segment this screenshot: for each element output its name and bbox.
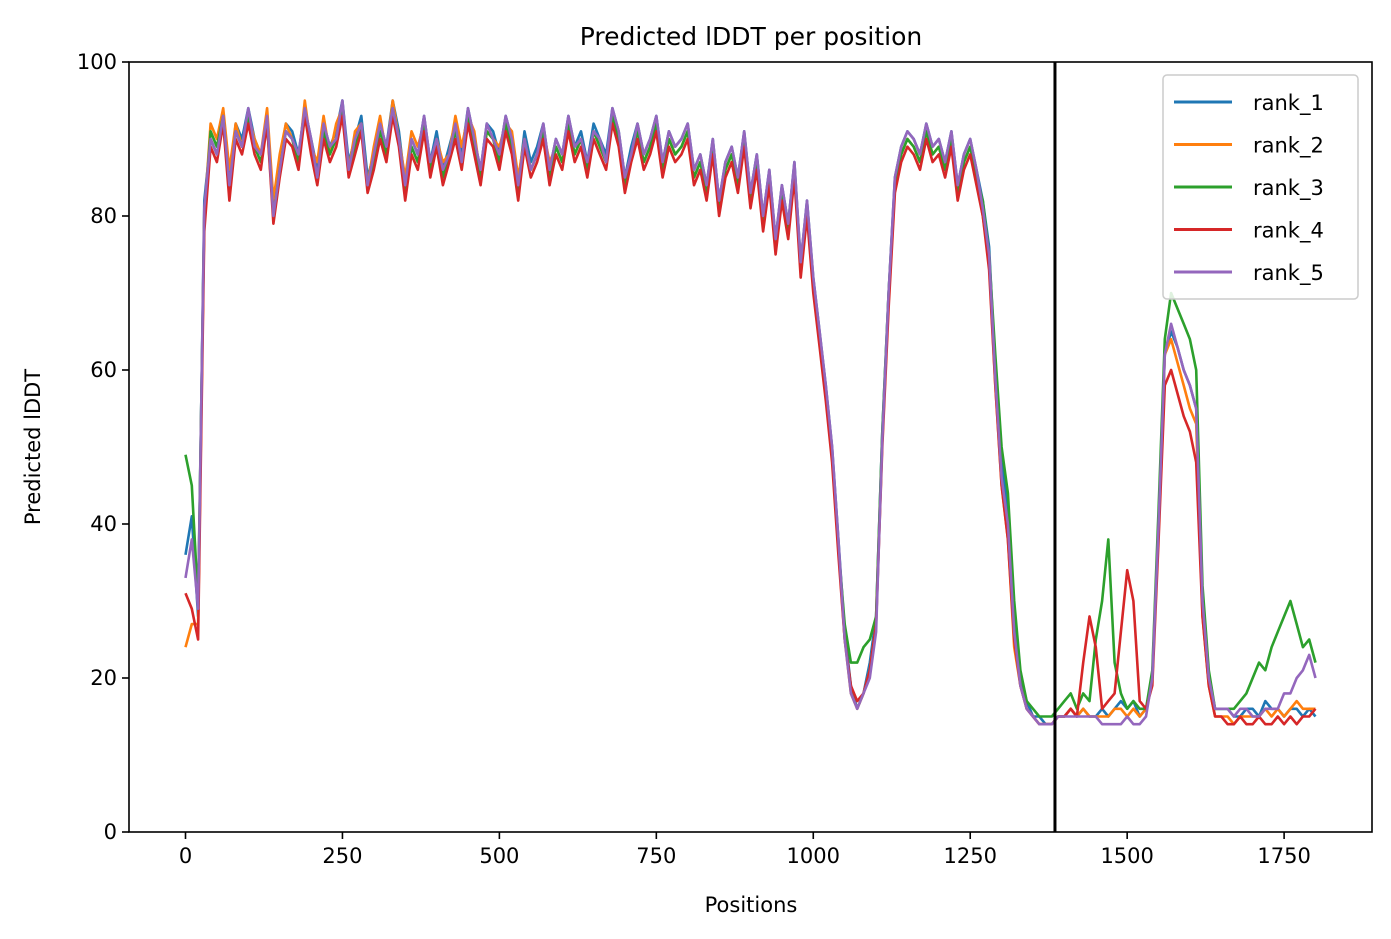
y-tick-label: 60 bbox=[90, 358, 117, 382]
legend-box bbox=[1162, 74, 1359, 300]
y-tick-label: 20 bbox=[90, 666, 117, 690]
x-tick-label: 1250 bbox=[943, 844, 996, 868]
legend-label-rank_5: rank_5 bbox=[1253, 261, 1324, 286]
series-line-rank_5 bbox=[184, 99, 1317, 726]
x-tick-label: 500 bbox=[479, 844, 519, 868]
x-tick-label: 0 bbox=[179, 844, 192, 868]
chart-title: Predicted lDDT per position bbox=[580, 22, 922, 51]
y-tick-label: 100 bbox=[77, 50, 117, 74]
legend-label-rank_3: rank_3 bbox=[1253, 176, 1324, 201]
y-axis-label: Predicted lDDT bbox=[21, 369, 45, 525]
y-tick-label: 40 bbox=[90, 512, 117, 536]
plot-lines bbox=[184, 99, 1317, 726]
x-tick-label: 750 bbox=[636, 844, 676, 868]
y-tick-label: 80 bbox=[90, 204, 117, 228]
x-tick-label: 1000 bbox=[787, 844, 840, 868]
y-tick-label: 0 bbox=[104, 820, 117, 844]
legend-label-rank_2: rank_2 bbox=[1253, 134, 1324, 159]
x-tick-label: 250 bbox=[322, 844, 362, 868]
x-tick-label: 1750 bbox=[1257, 844, 1310, 868]
legend-label-rank_4: rank_4 bbox=[1253, 219, 1324, 244]
legend: rank_1 rank_2 rank_3 rank_4 rank_5 bbox=[1162, 74, 1359, 300]
series-line-rank_4 bbox=[184, 114, 1317, 726]
x-axis-label: Positions bbox=[705, 893, 798, 917]
legend-label-rank_1: rank_1 bbox=[1253, 91, 1324, 116]
x-tick-label: 1500 bbox=[1100, 844, 1153, 868]
y-axis: 0 20 40 60 80 100 bbox=[77, 50, 129, 844]
x-axis: 0 250 500 750 1000 1250 1500 1750 bbox=[179, 832, 1311, 868]
plot-frame bbox=[128, 61, 1373, 833]
